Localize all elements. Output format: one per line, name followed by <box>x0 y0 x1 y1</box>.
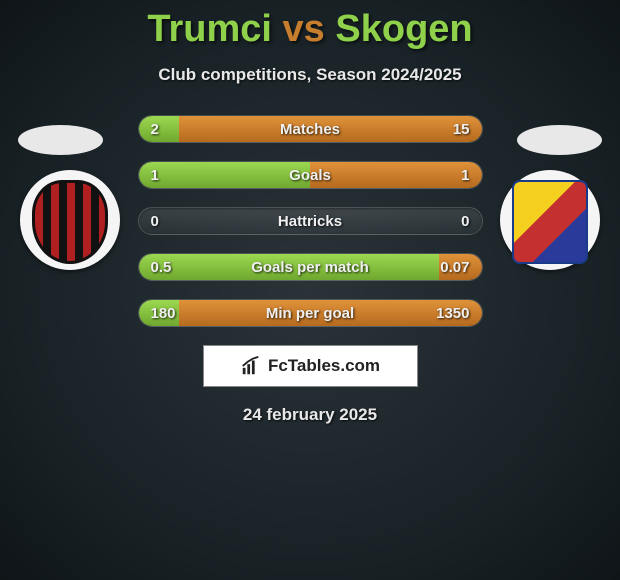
competition-subtitle: Club competitions, Season 2024/2025 <box>0 65 620 85</box>
stat-bar: 0.5Goals per match0.07 <box>138 253 483 281</box>
stat-label: Hattricks <box>139 208 482 235</box>
club-logo-player2 <box>500 170 600 270</box>
comparison-title: Trumci vs Skogen <box>0 0 620 51</box>
vs-separator: vs <box>283 8 325 50</box>
player1-name: Trumci <box>147 8 272 50</box>
stats-bars-container: 2Matches15 1Goals1 0Hattricks0 0.5Goals per… <box>138 115 483 327</box>
stat-bar: 2Matches15 <box>138 115 483 143</box>
nationality-flag-right <box>517 125 602 155</box>
date-generated: 24 february 2025 <box>0 405 620 425</box>
stat-bar: 0Hattricks0 <box>138 207 483 235</box>
stat-label: Goals <box>139 162 482 189</box>
stat-label: Goals per match <box>139 254 482 281</box>
brand-attribution[interactable]: FcTables.com <box>203 345 418 387</box>
stat-label: Matches <box>139 116 482 143</box>
stat-value-player2: 1 <box>461 162 469 189</box>
stat-bar: 180Min per goal1350 <box>138 299 483 327</box>
brand-text: FcTables.com <box>268 356 380 376</box>
club-logo-player1 <box>20 170 120 270</box>
nationality-flag-left <box>18 125 103 155</box>
stat-value-player2: 1350 <box>436 300 469 327</box>
stat-value-player2: 15 <box>453 116 470 143</box>
stat-value-player2: 0 <box>461 208 469 235</box>
player2-name: Skogen <box>335 8 472 50</box>
stat-label: Min per goal <box>139 300 482 327</box>
chart-icon <box>240 355 262 377</box>
stat-value-player2: 0.07 <box>440 254 469 281</box>
stat-bar: 1Goals1 <box>138 161 483 189</box>
